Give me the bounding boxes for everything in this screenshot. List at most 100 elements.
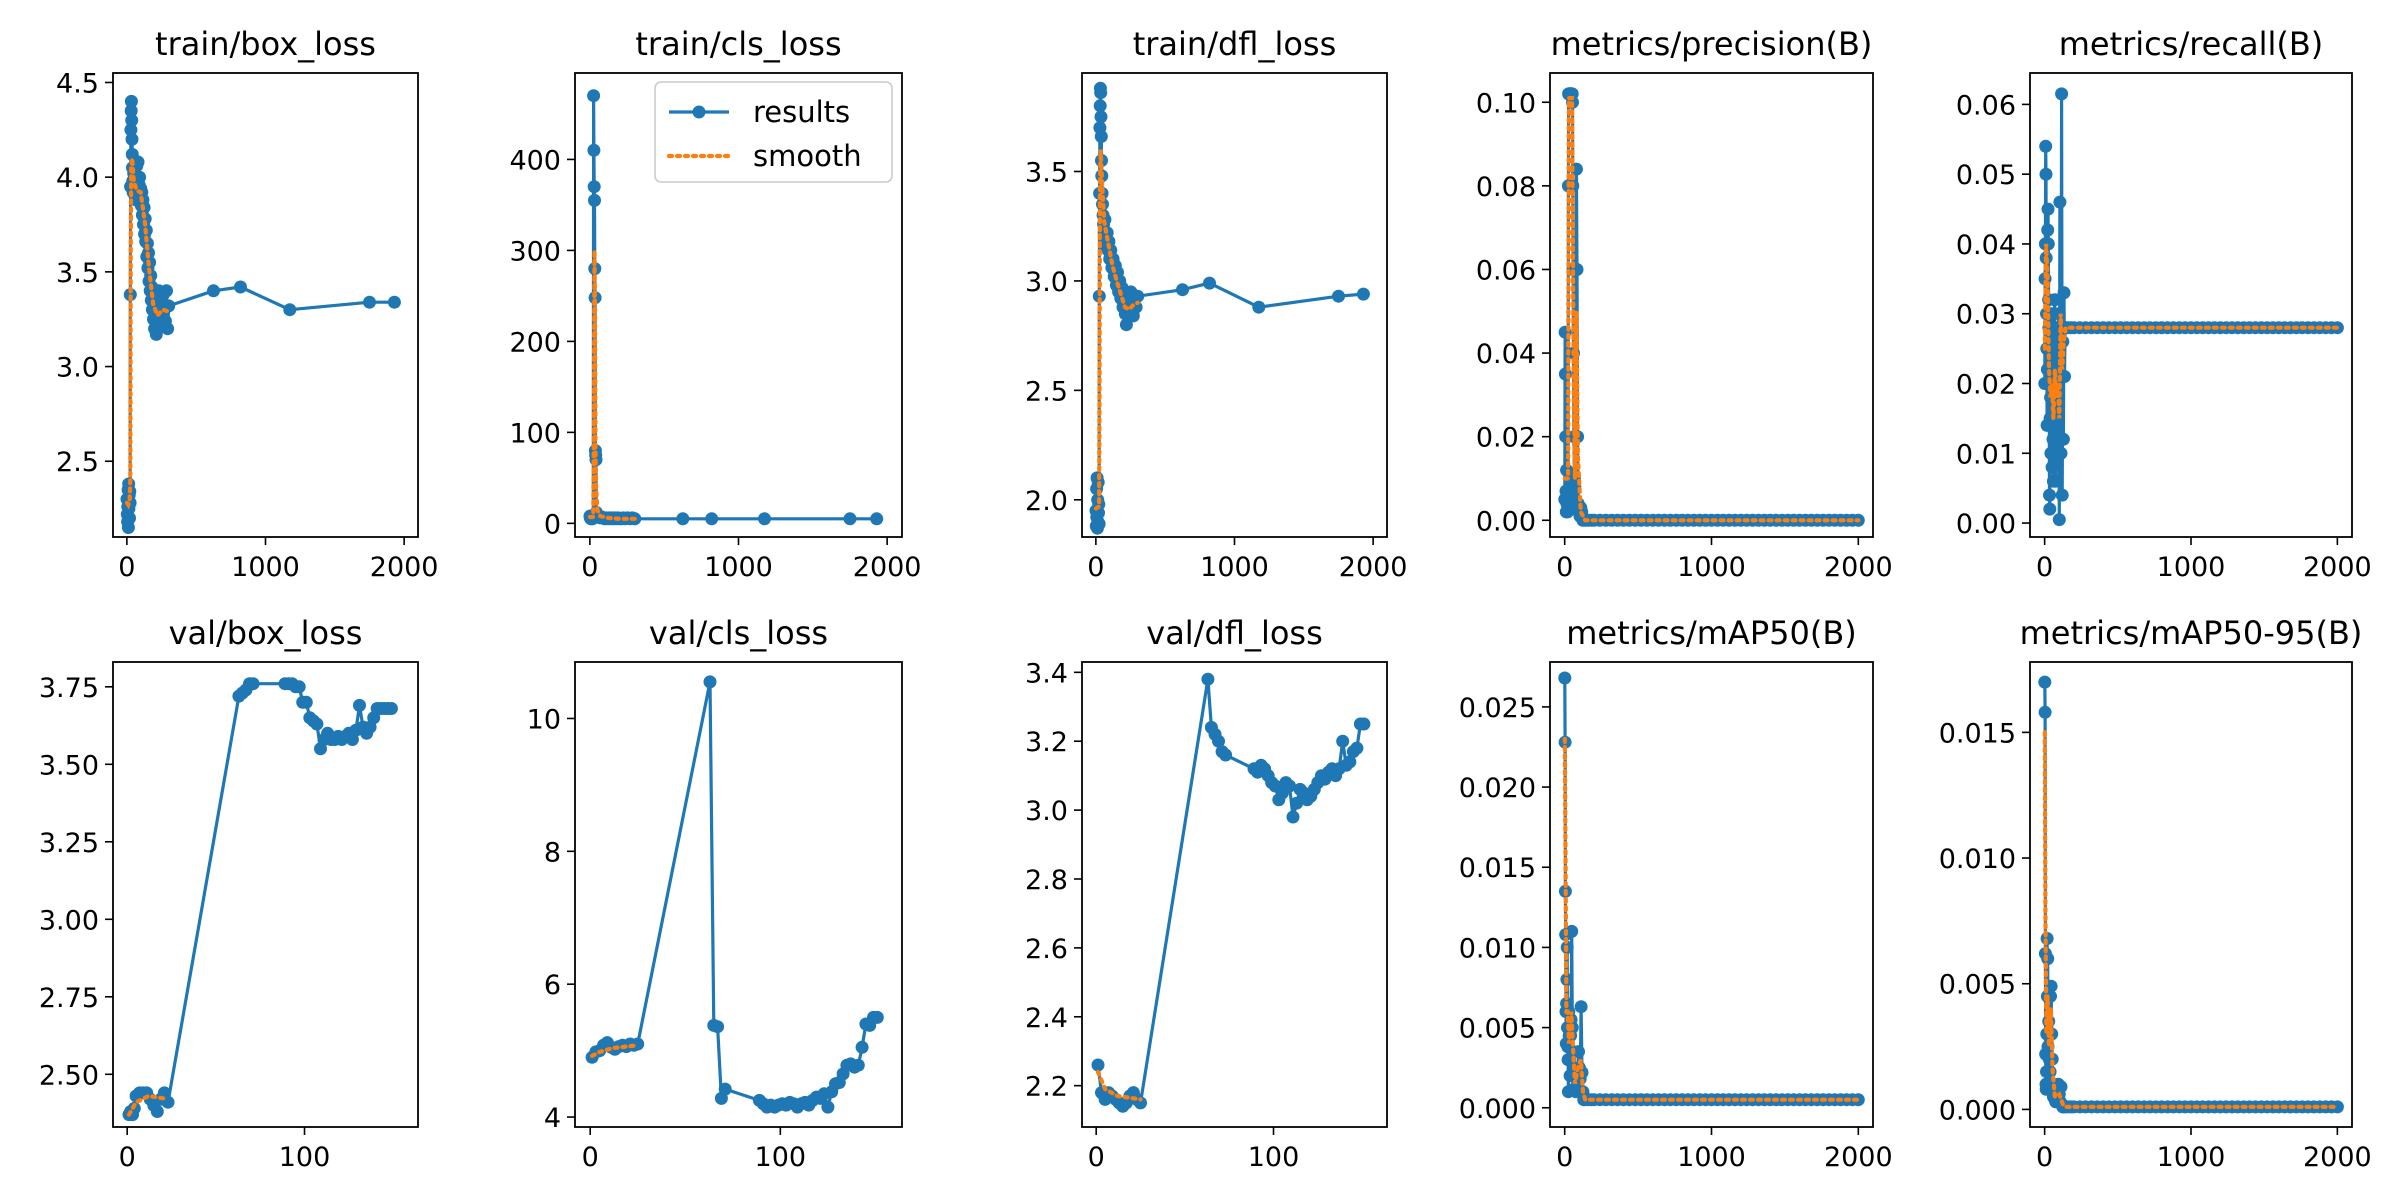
results-point xyxy=(2045,1052,2059,1066)
y-tick-label: 10 xyxy=(527,704,561,735)
y-tick-label: 0.005 xyxy=(1459,1014,1536,1045)
x-tick-label: 0 xyxy=(2036,552,2053,583)
y-tick-label: 0.00 xyxy=(1956,509,2016,540)
y-tick-label: 0.06 xyxy=(1956,90,2016,121)
results-point xyxy=(2054,446,2068,460)
y-tick-label: 0.05 xyxy=(1956,160,2016,191)
results-point xyxy=(2041,237,2055,251)
plot-area xyxy=(2038,675,2344,1114)
y-tick-label: 0.005 xyxy=(1939,970,2016,1001)
results-point xyxy=(2043,488,2056,502)
axes-frame xyxy=(2029,661,2353,1128)
smooth-series-line xyxy=(126,1093,171,1117)
y-tick-label: 2.5 xyxy=(1025,376,1068,407)
x-tick-label: 2000 xyxy=(853,552,922,583)
x-tick-label: 0 xyxy=(581,552,598,583)
subplot-1: train/cls_loss 0 1000 2000 0 100 200 300 400 resu… xyxy=(509,25,921,583)
subplot-5: val/box_loss 0 100 2.50 2.75 3.00 3.25 3.50 3.75 xyxy=(39,614,419,1173)
results-point xyxy=(2055,488,2069,502)
results-point xyxy=(870,512,884,526)
smooth-series-line xyxy=(589,1043,640,1059)
subplot-title: train/box_loss xyxy=(155,25,376,63)
y-tick-label: 4.5 xyxy=(56,68,99,99)
results-point xyxy=(121,521,135,534)
results-point xyxy=(160,284,173,298)
x-tick-label: 0 xyxy=(118,552,135,583)
results-point xyxy=(125,132,139,146)
plot-area xyxy=(1558,87,1865,527)
y-tick-label: 0.02 xyxy=(1476,423,1536,454)
x-tick-label: 0 xyxy=(1088,1142,1105,1173)
results-point xyxy=(1212,734,1225,748)
y-tick-label: 2.8 xyxy=(1025,865,1068,896)
results-point xyxy=(588,193,601,207)
results-point xyxy=(587,89,601,103)
results-point xyxy=(363,295,376,309)
axes-frame xyxy=(112,661,419,1128)
y-tick-label: 0.04 xyxy=(1956,230,2016,261)
results-point xyxy=(1290,796,1304,810)
smooth-series-line xyxy=(1093,149,1140,511)
results-point xyxy=(2056,432,2070,446)
smooth-series-line xyxy=(1095,1069,1143,1102)
y-tick-label: 300 xyxy=(509,236,561,267)
results-point xyxy=(2053,195,2067,209)
results-point xyxy=(843,512,857,526)
results-point xyxy=(705,512,719,526)
subplot-title: val/dfl_loss xyxy=(1146,614,1323,652)
x-tick-label: 1000 xyxy=(1677,1142,1746,1173)
y-tick-label: 6 xyxy=(544,970,561,1001)
x-tick-label: 2000 xyxy=(2303,1142,2372,1173)
y-tick-label: 2.0 xyxy=(1025,486,1068,517)
x-tick-label: 1000 xyxy=(704,552,773,583)
subplot-title: val/box_loss xyxy=(169,614,363,652)
results-point xyxy=(1286,810,1300,824)
results-series-line xyxy=(1563,92,1859,522)
results-point xyxy=(2054,1080,2068,1094)
axes-frame xyxy=(1081,661,1388,1128)
results-point xyxy=(207,284,220,298)
axes-frame xyxy=(1549,72,1874,538)
x-tick-label: 2000 xyxy=(1824,552,1893,583)
subplot-9: metrics/mAP50-95(B) 0 1000 2000 0.000 0.005 0.… xyxy=(1939,614,2372,1173)
results-point xyxy=(1094,130,1108,143)
results-point xyxy=(299,695,313,709)
results-point xyxy=(2048,293,2062,307)
results-point xyxy=(124,94,138,108)
results-point xyxy=(133,170,147,184)
legend-results-marker xyxy=(692,105,706,119)
results-point xyxy=(711,1020,725,1034)
results-point xyxy=(150,1105,164,1118)
results-point xyxy=(1094,110,1108,124)
results-point xyxy=(310,717,324,731)
legend-box xyxy=(654,81,893,183)
y-tick-label: 3.50 xyxy=(39,750,99,781)
y-tick-label: 3.5 xyxy=(1025,157,1068,188)
results-point xyxy=(1131,289,1145,303)
subplot-3: metrics/precision(B) 0 1000 2000 0.00 0.02 0.0… xyxy=(1476,25,1893,583)
y-tick-label: 0.025 xyxy=(1459,693,1536,724)
plot-area xyxy=(1091,672,1371,1113)
results-point xyxy=(1336,734,1350,748)
y-tick-label: 0.000 xyxy=(1459,1094,1536,1125)
x-tick-label: 0 xyxy=(2036,1142,2053,1173)
results-point xyxy=(2038,675,2052,689)
y-tick-label: 100 xyxy=(509,418,561,449)
y-tick-label: 200 xyxy=(509,327,561,358)
subplot-4: metrics/recall(B) 0 1000 2000 0.00 0.01 0.02 0.… xyxy=(1956,25,2372,583)
axes-frame xyxy=(112,72,419,538)
y-tick-label: 0.06 xyxy=(1476,255,1536,286)
x-tick-label: 0 xyxy=(1087,552,1104,583)
results-point xyxy=(821,1100,835,1114)
results-point xyxy=(2057,286,2071,300)
legend-smooth-label: smooth xyxy=(753,139,862,173)
results-point xyxy=(676,512,690,526)
results-point xyxy=(2044,446,2058,460)
results-point xyxy=(2039,139,2053,153)
results-point xyxy=(2043,502,2057,516)
y-tick-label: 0.015 xyxy=(1459,853,1536,884)
results-point xyxy=(718,1082,732,1096)
results-point xyxy=(353,698,366,712)
y-tick-label: 0.10 xyxy=(1476,88,1536,119)
results-point xyxy=(124,123,138,137)
